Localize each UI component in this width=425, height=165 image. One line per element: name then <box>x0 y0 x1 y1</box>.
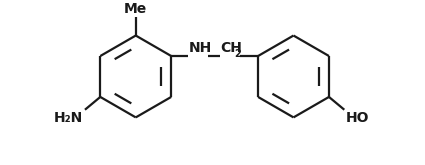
Text: 2: 2 <box>235 50 241 59</box>
Text: HO: HO <box>346 111 369 125</box>
Text: CH: CH <box>221 41 243 55</box>
Text: Me: Me <box>124 1 147 16</box>
Text: H₂N: H₂N <box>54 111 83 125</box>
Text: NH: NH <box>189 41 212 55</box>
